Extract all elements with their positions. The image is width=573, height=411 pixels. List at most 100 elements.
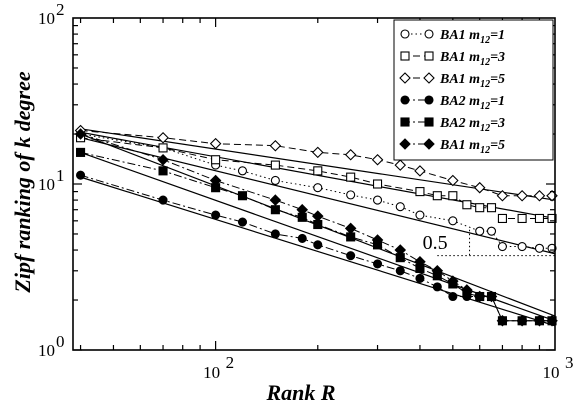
data-point [269,194,282,206]
data-point [158,195,168,205]
data-point [237,166,248,176]
data-point [516,314,528,327]
data-point [394,159,407,171]
x-axis-label: Rank R [265,380,335,405]
data-point [533,189,546,202]
x-tick-exponent: 3 [565,353,573,372]
data-point [475,203,485,213]
data-point [414,255,426,268]
series-line-1 [80,137,552,219]
legend-box [393,19,554,161]
data-point [371,234,384,246]
data-point [313,240,323,250]
data-point [270,160,280,170]
data-point [447,275,459,287]
data-point [534,213,545,224]
legend-marker-1 [424,51,434,61]
data-point [76,170,86,180]
data-point [158,166,168,176]
legend-label-4: BA2 m12=3 [439,116,505,134]
data-point [157,153,169,166]
legend-marker-1 [400,51,410,61]
legend-label-1: BA1 m12=3 [439,50,505,68]
y-tick-exponent: 2 [56,0,65,19]
data-point [237,191,248,201]
data-point [496,314,509,327]
data-point [312,146,324,159]
data-point [547,213,557,224]
x-tick-label: 10 [543,363,560,382]
data-point [485,290,498,303]
data-point [269,139,282,152]
data-point [344,148,357,161]
data-point [371,153,384,166]
data-point [313,183,323,193]
data-point [394,244,407,256]
y-tick-exponent: 1 [56,166,65,185]
legend-marker-2 [423,72,435,84]
data-point [497,213,507,224]
fit-line-0 [80,137,556,255]
legend-marker-3 [424,95,434,105]
legend-marker-5 [399,138,411,150]
data-point [475,226,485,236]
data-point [448,216,458,226]
data-point [497,241,507,252]
data-point [312,210,324,222]
data-point [76,147,86,157]
fit-line-3 [80,176,556,327]
legend-marker-3 [400,95,410,105]
data-point [432,191,442,201]
data-point [533,314,546,327]
x-tick-label: 10 [203,363,220,382]
y-tick-exponent: 0 [56,332,65,351]
data-point [313,166,323,176]
data-point [415,210,425,220]
x-tick-exponent: 2 [226,353,235,372]
data-point [517,213,527,224]
data-point [296,203,309,216]
data-point [486,203,497,213]
data-point [372,259,383,269]
data-point [448,191,458,201]
legend-marker-4 [424,117,434,127]
data-point [473,290,486,303]
legend-marker-0 [400,29,410,39]
y-axis-label: Zipf ranking of k degree [10,71,35,293]
legend-label-2: BA1 m12=5 [439,72,505,90]
data-point [395,266,405,276]
data-point [297,233,307,243]
data-point [448,291,458,302]
legend-label-5: BA1 m12=5 [439,138,505,156]
y-tick-label: 10 [38,9,55,28]
data-point [431,265,444,277]
data-point [270,229,280,239]
data-point [270,205,280,215]
data-point [414,165,426,177]
legend-label-0: BA1 m12=1 [439,28,505,46]
data-point [372,179,383,189]
data-point [473,181,486,194]
data-point [517,241,527,252]
data-point [372,195,383,205]
data-point [395,202,405,212]
data-point [447,174,459,187]
data-point [211,155,221,165]
data-point [209,137,222,150]
data-point [157,131,169,144]
data-point [516,189,528,202]
data-point [270,175,280,186]
data-point [346,172,356,182]
data-point [344,222,357,235]
data-point [346,190,356,200]
data-point [211,210,221,220]
data-point [461,284,473,296]
y-tick-label: 10 [38,175,55,194]
data-point [158,143,168,153]
data-point [534,243,545,253]
legend-label-3: BA2 m12=1 [439,94,505,112]
legend-marker-2 [399,72,411,84]
data-point [346,251,356,261]
y-tick-label: 10 [38,341,55,360]
